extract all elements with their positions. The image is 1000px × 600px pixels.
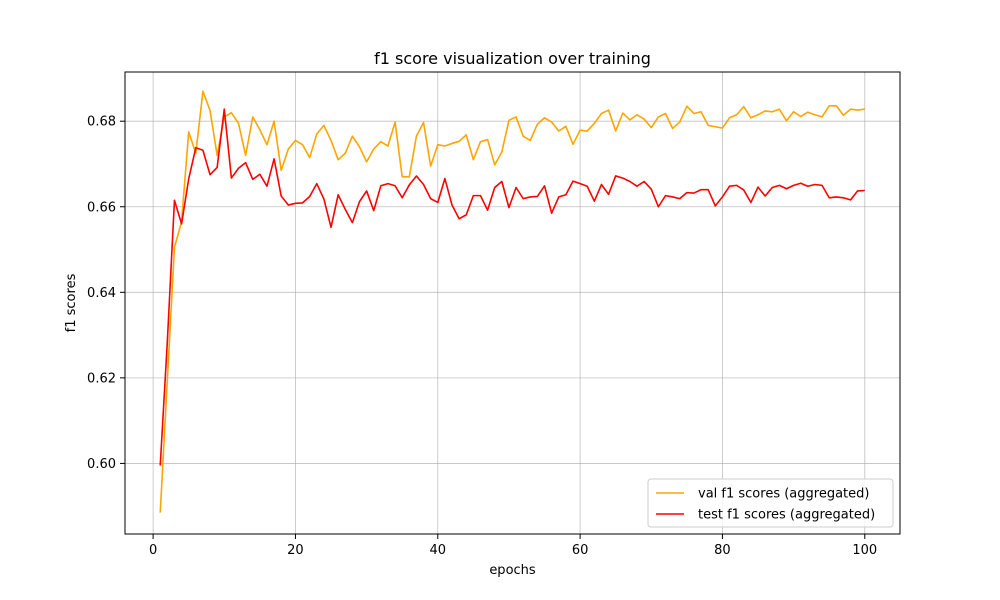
x-tick-label: 40 xyxy=(430,543,447,558)
legend: val f1 scores (aggregated) test f1 scores… xyxy=(647,478,894,528)
x-axis-label: epochs xyxy=(489,563,536,578)
y-axis-label: f1 scores xyxy=(64,273,79,332)
y-tick-label: 0.62 xyxy=(87,371,116,386)
legend-entry-label: val f1 scores (aggregated) xyxy=(698,487,869,502)
y-tick-label: 0.66 xyxy=(87,200,116,215)
y-tick-label: 0.68 xyxy=(87,115,116,130)
series-line-test xyxy=(159,108,865,466)
x-tick-label: 20 xyxy=(287,543,304,558)
chart-title: f1 score visualization over training xyxy=(374,49,651,68)
x-tick-label: 0 xyxy=(149,543,157,558)
y-tick-label: 0.60 xyxy=(87,457,116,472)
legend-entry-label: test f1 scores (aggregated) xyxy=(698,508,875,523)
x-ticks: 0 20 40 60 80 100 xyxy=(149,534,877,558)
x-tick-label: 100 xyxy=(852,543,877,558)
legend-box xyxy=(647,478,894,528)
series-lines xyxy=(159,90,865,513)
series-line-val xyxy=(159,90,865,513)
x-tick-label: 60 xyxy=(572,543,589,558)
y-ticks: 0.60 0.62 0.64 0.66 0.68 xyxy=(87,115,125,472)
x-tick-label: 80 xyxy=(714,543,731,558)
grid xyxy=(125,72,900,534)
plot-frame xyxy=(124,71,901,535)
y-tick-label: 0.64 xyxy=(87,286,116,301)
